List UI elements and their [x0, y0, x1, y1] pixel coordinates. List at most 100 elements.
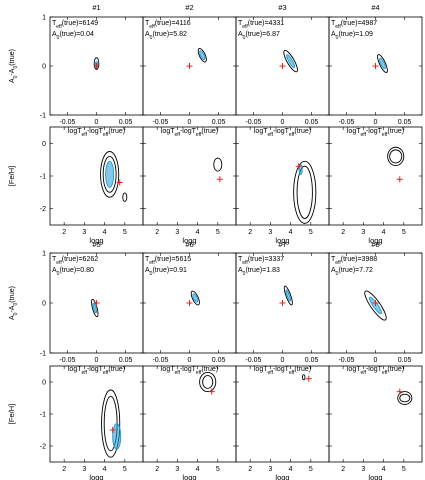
star-5-bottom-contour-1 [101, 389, 121, 458]
star-5-top-contour-1 [91, 298, 99, 318]
star-7-top-xtick-label: 0.05 [305, 357, 319, 364]
star-6-bottom-xlabel: logg [182, 473, 196, 480]
star-4-bottom-xtick-label: 2 [341, 229, 345, 236]
star-3-bottom-xtick-label: 4 [289, 229, 293, 236]
star-3-bottom-contour-3 [298, 164, 303, 175]
star-8-panel-label: #8 [371, 240, 379, 249]
star-1-top-ytick-label: -1 [40, 113, 46, 120]
star-4-bottom-contour-2 [389, 149, 403, 164]
star-6-bottom-contour-2 [202, 375, 214, 389]
star-6-a0-annotation: A0(true)=0.91 [145, 267, 187, 277]
star-6-top-xtick-label: 0 [188, 357, 192, 364]
star-6-bottom-xtick-label: 2 [155, 466, 159, 473]
star-3-bottom-contour-2 [296, 165, 313, 219]
star-2-bottom-xtick-label: 2 [155, 229, 159, 236]
star-6-top-contour-2 [192, 293, 199, 303]
star-4-top-xtick-label: 0.05 [398, 119, 412, 126]
star-5-top-xtick-label: -0.05 [59, 357, 75, 364]
star-5-bottom-true-marker [109, 427, 116, 433]
star-8-bottom-xtick-label: 2 [341, 466, 345, 473]
star-7-bottom-xtick-label: 3 [268, 466, 272, 473]
star-2-bottom-xtick-label: 3 [175, 229, 179, 236]
star-4-bottom-xtick-label: 5 [402, 229, 406, 236]
star-1-panel-label: #1 [92, 3, 100, 12]
star-3-bottom-true-marker [295, 163, 302, 170]
star-2-bottom-xtick-label: 4 [196, 229, 200, 236]
star-1-top-ytick-label: 0 [42, 64, 46, 71]
star-3-bottom-xtick-label: 5 [309, 229, 313, 236]
star-1-bottom-xtick-label: 5 [123, 229, 127, 236]
star-5-bottom-xtick-label: 4 [103, 466, 107, 473]
star-5-bottom-xtick-label: 2 [62, 466, 66, 473]
star-7-top-xlabel: logTeff-logTeff(true) [254, 366, 311, 376]
star-7-teff-annotation: Teff(true)=3337 [238, 256, 284, 266]
star-7-top-contour-1 [283, 285, 293, 306]
star-7-panel-label: #7 [278, 240, 286, 249]
star-1-top-true-marker [93, 63, 100, 69]
star-4-a0-annotation: A0(true)=1.09 [331, 31, 373, 41]
star-1-bottom-xtick-label: 3 [82, 229, 86, 236]
star-7-bottom-xlabel: logg [275, 473, 289, 480]
star-3-bottom-xtick-label: 3 [268, 229, 272, 236]
star-4-teff-annotation: Teff(true)=4987 [331, 20, 377, 30]
star-5-bottom-ytick-label: -1 [40, 412, 46, 419]
star-7-top-contour-2 [285, 289, 292, 302]
star-8-bottom-xtick-label: 3 [361, 466, 365, 473]
star-7-top-xtick-label: 0 [281, 357, 285, 364]
star-5-bottom-xlabel: logg [89, 473, 103, 480]
star-5-top-ytick-label: -1 [40, 351, 46, 358]
star-1-top-contour-1 [93, 57, 100, 70]
star-1-bottom-contour-3 [105, 160, 115, 188]
star-5-bottom-ytick-label: 0 [42, 380, 46, 387]
star-5-top-xtick-label: 0 [95, 357, 99, 364]
star-3-top-contour-1 [283, 49, 298, 73]
star-3-top-xlabel: logTeff-logTeff(true) [254, 128, 311, 138]
star-8-a0-annotation: A0(true)=7.72 [331, 267, 373, 277]
star-8-bottom-frame [328, 365, 423, 463]
star-2-bottom-xtick-label: 5 [216, 229, 220, 236]
star-1-top-ytick-label: 1 [42, 15, 46, 22]
star-1-bottom-ytick-label: -2 [40, 206, 46, 213]
star-4-panel-label: #4 [371, 3, 379, 12]
star-3-top-xtick-label: 0.05 [305, 119, 319, 126]
star-6-bottom-contour-1 [199, 371, 217, 393]
star-6-teff-annotation: Teff(true)=5615 [145, 256, 191, 266]
star-4-top-contour-2 [379, 57, 386, 70]
star-3-teff-annotation: Teff(true)=4331 [238, 20, 284, 30]
star-4-bottom-frame [328, 126, 423, 226]
star-6-bottom-xtick-label: 4 [196, 466, 200, 473]
star-1-bottom-xlabel: logg [89, 236, 103, 245]
star-3-bottom-xtick-label: 2 [248, 229, 252, 236]
star-1-bottom-contour-2 [102, 155, 117, 193]
star-4-bottom-xlabel: logg [368, 236, 382, 245]
star-3-top-contour-2 [286, 54, 296, 68]
star-3-top-xtick-label: 0 [281, 119, 285, 126]
star-4-bottom-xtick-label: 3 [361, 229, 365, 236]
star-8-top-true-marker [372, 300, 379, 306]
star-1-a0-annotation: A0(true)=0.04 [52, 31, 94, 41]
star-4-bottom-xtick-label: 4 [382, 229, 386, 236]
star-8-bottom-contour-2 [399, 393, 411, 403]
star-8-top-contour-1 [364, 290, 387, 321]
star-8-top-xtick-label: -0.05 [338, 357, 354, 364]
star-3-bottom-xlabel: logg [275, 236, 289, 245]
block-2-bottom-ylabel: [Fe/H] [7, 404, 16, 424]
star-6-panel-label: #6 [185, 240, 193, 249]
star-6-top-xtick-label: -0.05 [152, 357, 168, 364]
star-4-top-xlabel: logTeff-logTeff(true) [347, 128, 404, 138]
star-1-bottom-xtick-label: 4 [103, 229, 107, 236]
star-7-bottom-xtick-label: 2 [248, 466, 252, 473]
star-1-bottom-contour-4 [122, 192, 128, 202]
star-8-top-xlabel: logTeff-logTeff(true) [347, 366, 404, 376]
star-3-top-xtick-label: -0.05 [245, 119, 261, 126]
star-8-bottom-true-marker [396, 388, 403, 395]
star-1-top-xtick-label: 0 [95, 119, 99, 126]
star-7-a0-annotation: A0(true)=1.83 [238, 267, 280, 277]
star-3-a0-annotation: A0(true)=6.87 [238, 31, 280, 41]
star-2-panel-label: #2 [185, 3, 193, 12]
star-8-top-xtick-label: 0.05 [398, 357, 412, 364]
star-6-bottom-frame [142, 365, 237, 463]
star-5-top-ytick-label: 1 [42, 251, 46, 258]
star-5-top-contour-2 [92, 302, 97, 314]
star-5-panel-label: #5 [92, 240, 100, 249]
